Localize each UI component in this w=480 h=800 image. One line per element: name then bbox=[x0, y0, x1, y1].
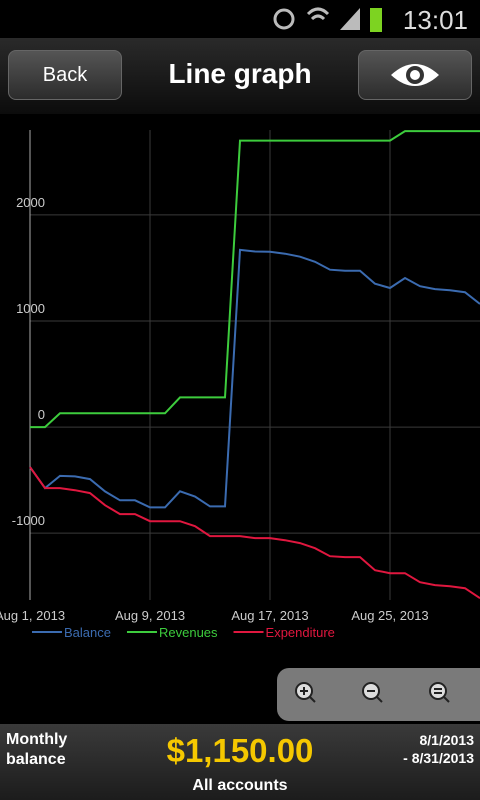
x-tick-label: Aug 17, 2013 bbox=[231, 608, 308, 623]
data-line bbox=[29, 248, 480, 509]
y-tick-label: 1000 bbox=[16, 301, 45, 316]
x-tick-label: Aug 9, 2013 bbox=[115, 608, 185, 623]
zoom-in[interactable] bbox=[295, 682, 316, 703]
date-to[interactable]: - 8/31/2013 bbox=[403, 750, 474, 766]
clock: 13:01 bbox=[402, 5, 468, 35]
view-button[interactable] bbox=[358, 50, 472, 100]
data-line bbox=[29, 466, 480, 600]
status-icons bbox=[273, 7, 382, 32]
accounts-label[interactable]: All accounts bbox=[192, 777, 288, 794]
y-tick-label: 2000 bbox=[16, 195, 45, 210]
header: Back Line graph bbox=[0, 38, 480, 114]
balance-amount: $1,150.00 bbox=[166, 732, 314, 769]
zoom-icons bbox=[295, 682, 450, 703]
eye-icon bbox=[391, 64, 439, 86]
legend-label: Revenues bbox=[159, 625, 218, 640]
summary-label: Monthly balance bbox=[6, 731, 68, 768]
back-button[interactable]: Back bbox=[8, 50, 122, 100]
screen-title: Line graph bbox=[168, 58, 312, 89]
footer: Monthly balance $1,150.00 All accounts 8… bbox=[0, 724, 480, 800]
x-tick-label: Aug 1, 2013 bbox=[0, 608, 65, 623]
data-line bbox=[30, 130, 480, 429]
legend-label: Expenditure bbox=[266, 625, 335, 640]
date-from[interactable]: 8/1/2013 bbox=[419, 732, 475, 748]
x-tick-label: Aug 25, 2013 bbox=[351, 608, 428, 623]
y-tick-label: -1000 bbox=[12, 513, 45, 528]
y-tick-label: 0 bbox=[38, 407, 45, 422]
plot-background bbox=[0, 114, 480, 660]
status-bar: 13:01 bbox=[0, 0, 480, 38]
zoom-reset[interactable] bbox=[429, 682, 450, 703]
zoom-out[interactable] bbox=[362, 682, 383, 703]
chart: -1000 0 1000 2000 Aug 1, 2013 Aug 9, 2013 Aug … bbox=[0, 114, 480, 660]
zoom-panel bbox=[277, 668, 480, 721]
legend-label: Balance bbox=[64, 625, 111, 640]
